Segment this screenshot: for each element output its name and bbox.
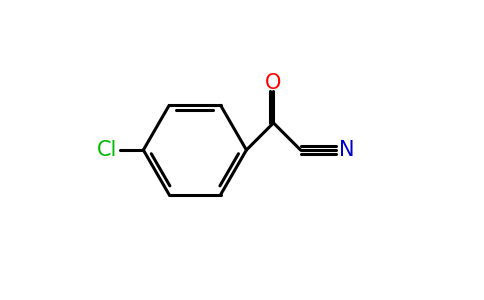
Text: Cl: Cl <box>96 140 117 160</box>
Text: N: N <box>339 140 355 160</box>
Text: O: O <box>265 73 282 93</box>
